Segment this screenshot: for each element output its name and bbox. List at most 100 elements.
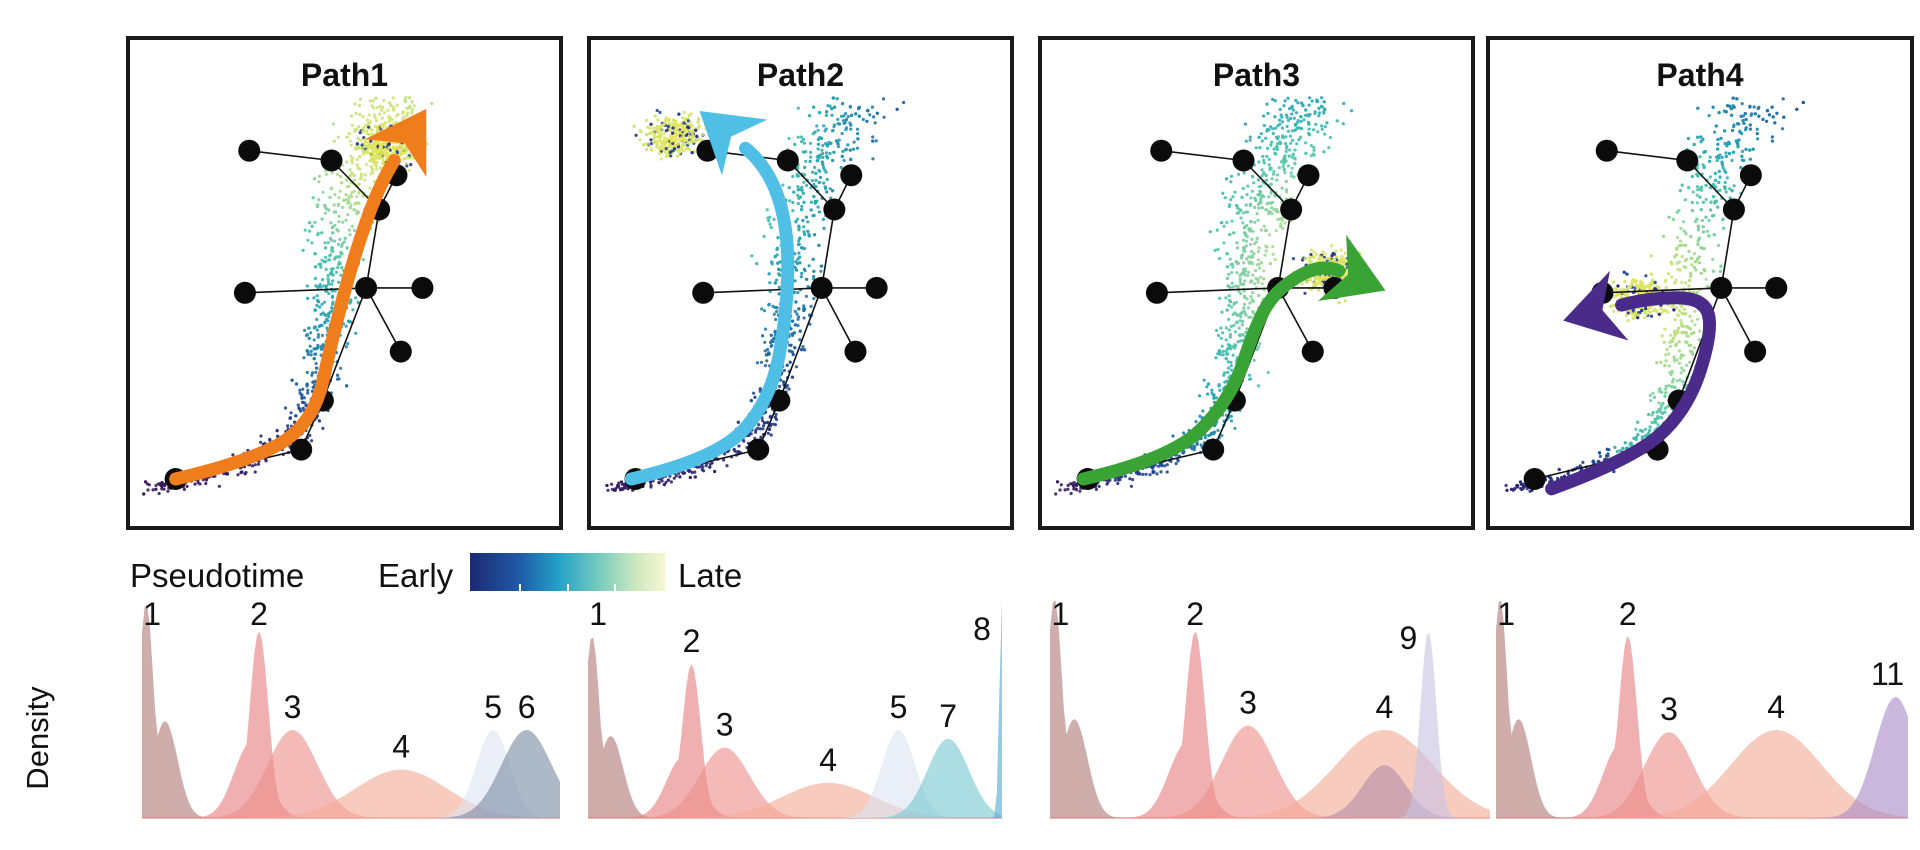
- density-peak-label: 2: [1619, 596, 1637, 632]
- density-curve-4: [1496, 730, 1908, 818]
- tree-node: [1744, 340, 1767, 363]
- density-curve-5: [588, 730, 1002, 818]
- density-peak-label: 1: [589, 596, 607, 632]
- density-peak-label: 4: [1767, 689, 1785, 725]
- tree-node: [692, 281, 715, 304]
- density-peak-label: 3: [1239, 685, 1257, 721]
- density-curve-4b: [1050, 765, 1490, 818]
- tree-node: [865, 276, 888, 299]
- density-axis-label: Density: [20, 686, 55, 790]
- arrow-head: [1563, 270, 1629, 341]
- tree-node: [411, 276, 434, 299]
- density-peak-label: 4: [819, 742, 837, 778]
- panel-title: Path4: [1656, 57, 1743, 93]
- density-curve-1: [142, 604, 560, 818]
- tree-node: [355, 276, 378, 299]
- density-peak-label: 3: [1660, 691, 1678, 727]
- tree-node: [1150, 139, 1173, 162]
- umap-panel-2: Path2: [587, 36, 1014, 530]
- density-curve-2: [588, 664, 1002, 818]
- density-peak-label: 3: [284, 689, 302, 725]
- tree-node: [1202, 438, 1225, 461]
- density-peak-label: 4: [392, 729, 410, 765]
- trajectory-arrow: [1076, 261, 1346, 486]
- density-curve-6: [142, 730, 560, 818]
- density-peak-label: 2: [683, 623, 701, 659]
- density-curve-11: [1496, 697, 1908, 818]
- tree-node: [1145, 281, 1168, 304]
- density-peak-label: 4: [1376, 689, 1394, 725]
- trajectory-arrow: [1545, 291, 1717, 496]
- tree-node: [1297, 164, 1320, 187]
- tree-node: [1232, 149, 1255, 172]
- tree-node: [823, 198, 846, 221]
- density-peak-label: 2: [1186, 596, 1204, 632]
- density-peak-label: 6: [518, 689, 536, 725]
- panel-frame: [1486, 36, 1914, 530]
- tree-node: [1739, 164, 1762, 187]
- tree-node: [1523, 468, 1546, 490]
- density-peak-label: 9: [1400, 620, 1418, 656]
- density-curve-1: [1496, 600, 1908, 818]
- density-peak-label: 5: [484, 689, 502, 725]
- tree-node: [1280, 198, 1303, 221]
- panel-title: Path3: [1213, 57, 1300, 93]
- legend-early: Early: [378, 557, 454, 594]
- tree-node: [233, 281, 256, 304]
- density-panel-3: 1 2 3 49: [1050, 596, 1490, 819]
- density-curve-3: [588, 747, 1002, 818]
- umap-panel-4: Path4: [1486, 36, 1914, 530]
- density-panel-4: 1 2 3 4 11: [1496, 596, 1908, 819]
- density-curve-2: [142, 631, 560, 818]
- density-peak-label: 8: [973, 611, 991, 647]
- density-peak-label: 3: [716, 707, 734, 743]
- panel-title: Path1: [301, 57, 388, 93]
- umap-panels: Path1 Path2 Path3 Path4: [126, 36, 1914, 530]
- density-curve-4: [142, 769, 560, 818]
- legend-late: Late: [678, 557, 742, 594]
- tree-node: [1722, 198, 1745, 221]
- tree-node: [320, 149, 343, 172]
- tree-node: [768, 389, 791, 412]
- density-curve-1: [588, 637, 1002, 818]
- arrow-head: [365, 108, 427, 178]
- trajectory-arrow: [624, 141, 795, 486]
- tree-node: [747, 438, 770, 461]
- legend-label: Pseudotime: [130, 557, 304, 594]
- tree-node: [1765, 276, 1788, 299]
- tree-node: [290, 438, 313, 461]
- tree-node: [810, 276, 833, 299]
- umap-panel-1: Path1: [126, 36, 563, 530]
- tree-node: [844, 340, 867, 363]
- panel-frame: [1038, 36, 1475, 530]
- pseudotime-legend: Pseudotime Early Late: [130, 553, 742, 594]
- density-peak-label: 7: [939, 698, 957, 734]
- density-peak-label: 2: [250, 596, 268, 632]
- umap-panel-3: Path3: [1038, 36, 1475, 530]
- panel-frame: [587, 36, 1014, 530]
- tree-node: [1595, 139, 1618, 162]
- tree-node: [840, 164, 863, 187]
- density-panel-2: 1 2 3 4 5 7 8: [588, 596, 1002, 819]
- density-curve-1: [1050, 600, 1490, 818]
- density-peak-label: 1: [143, 596, 161, 632]
- tree-node: [1676, 149, 1699, 172]
- density-peak-label: 11: [1871, 656, 1904, 692]
- tree-node: [776, 149, 799, 172]
- density-peak-label: 5: [890, 689, 908, 725]
- arrow-head: [699, 111, 768, 176]
- density-curve-7: [588, 738, 1002, 818]
- tree-node: [1301, 340, 1324, 363]
- density-peak-label: 1: [1052, 596, 1070, 632]
- tree-node: [238, 139, 261, 162]
- panel-title: Path2: [757, 57, 844, 93]
- trajectory-arrow: [169, 154, 401, 486]
- arrow-head: [1318, 234, 1386, 302]
- density-peak-label: 1: [1497, 596, 1515, 632]
- density-panel-1: 1 2 3 4 5 6: [142, 596, 560, 819]
- density-curve-3: [1050, 725, 1490, 818]
- tree-node: [389, 340, 412, 363]
- tree-node: [1710, 276, 1733, 299]
